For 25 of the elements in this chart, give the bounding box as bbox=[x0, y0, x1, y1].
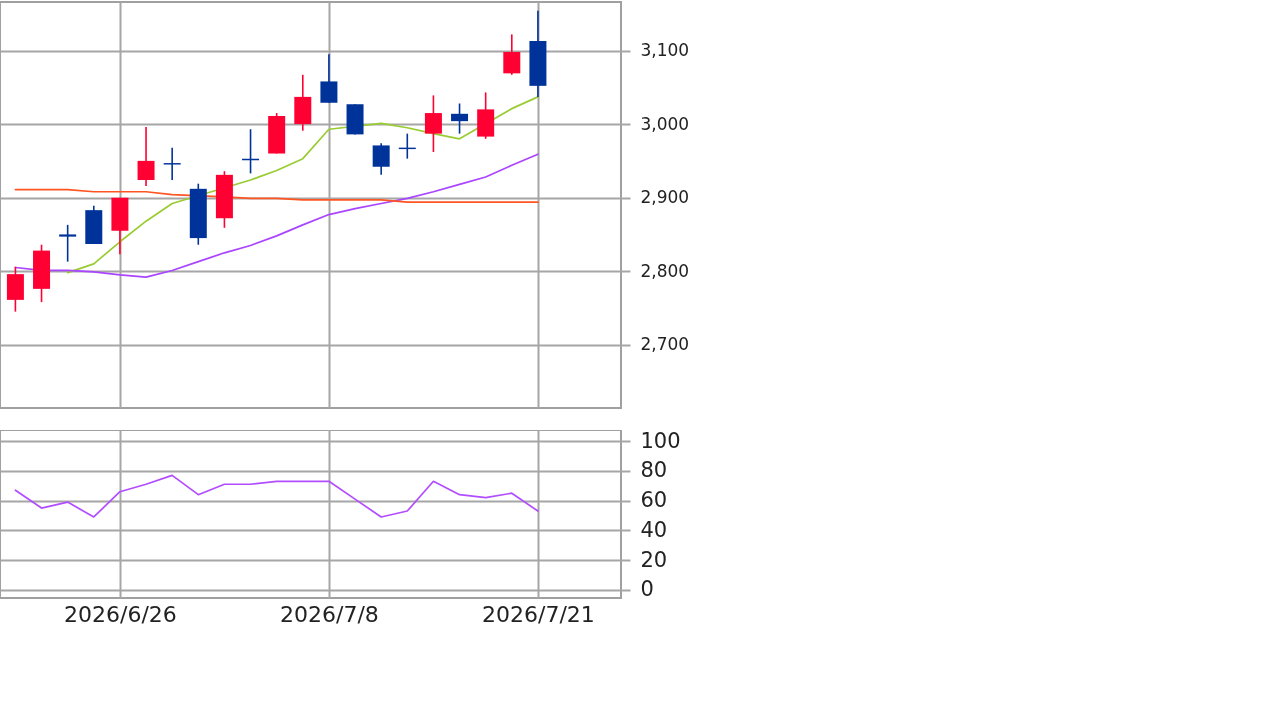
y-tick-label: 80 bbox=[640, 458, 668, 483]
candlestick bbox=[320, 53, 338, 104]
y-tick-label: 2,900 bbox=[640, 187, 690, 208]
candlestick bbox=[372, 142, 390, 176]
x-tick-label: 2026/7/21 bbox=[482, 601, 595, 627]
candlestick bbox=[451, 102, 469, 135]
x-tick-label: 2026/7/8 bbox=[280, 601, 379, 627]
y-tick-label: 40 bbox=[640, 517, 668, 542]
y-tick-label: 3,000 bbox=[640, 113, 690, 134]
y-tick-label: 3,100 bbox=[640, 40, 690, 61]
candlestick bbox=[59, 224, 77, 263]
candlestick bbox=[163, 146, 181, 181]
y-tick-label: 20 bbox=[640, 547, 668, 572]
x-tick-label: 2026/6/26 bbox=[64, 601, 177, 627]
y-tick-label: 100 bbox=[640, 428, 681, 453]
candlestick bbox=[424, 94, 442, 153]
y-tick-label: 2,800 bbox=[640, 260, 690, 281]
line-series bbox=[14, 153, 539, 278]
candlestick bbox=[503, 33, 521, 76]
line-series bbox=[14, 188, 539, 203]
candlestick bbox=[137, 126, 155, 187]
y-tick-label: 2,700 bbox=[640, 334, 690, 355]
y-tick-label: 0 bbox=[640, 577, 654, 602]
y-tick-label: 60 bbox=[640, 488, 668, 513]
line-series bbox=[14, 474, 539, 518]
